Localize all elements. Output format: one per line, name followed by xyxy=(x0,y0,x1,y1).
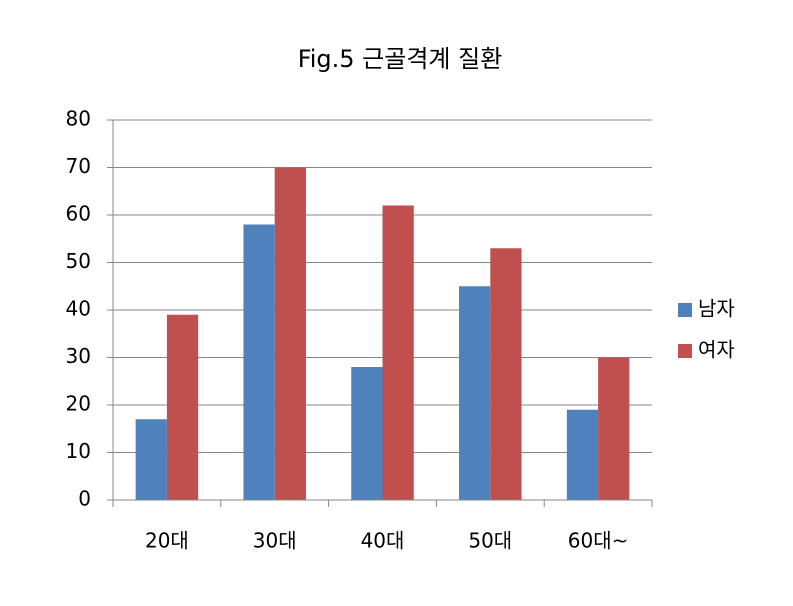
x-tick-label: 50대 xyxy=(468,529,512,553)
x-tick-label: 40대 xyxy=(361,529,405,553)
bar xyxy=(351,367,383,500)
y-tick-label: 20 xyxy=(66,392,91,416)
bar xyxy=(135,419,167,500)
bar xyxy=(243,224,275,500)
x-tick-label: 30대 xyxy=(253,529,297,553)
bar xyxy=(490,248,522,500)
y-tick-label: 70 xyxy=(66,154,91,178)
legend-label: 여자 xyxy=(698,338,735,362)
legend-swatch xyxy=(678,303,692,317)
y-tick-label: 60 xyxy=(66,202,91,226)
y-tick-label: 40 xyxy=(66,297,91,321)
y-tick-label: 80 xyxy=(66,107,91,131)
bar xyxy=(166,314,199,500)
y-tick-label: 10 xyxy=(66,439,91,463)
legend-swatch xyxy=(678,344,692,358)
bar xyxy=(598,357,630,500)
chart-title: Fig.5 근골격계 질환 xyxy=(298,45,503,73)
bar xyxy=(274,167,306,500)
legend-label: 남자 xyxy=(698,297,735,321)
y-tick-label: 0 xyxy=(78,487,91,511)
x-tick-label: 20대 xyxy=(145,529,189,553)
bar xyxy=(382,205,414,500)
bar xyxy=(566,409,599,500)
y-tick-label: 30 xyxy=(66,344,91,368)
x-tick-label: 60대~ xyxy=(568,529,629,553)
y-tick-label: 50 xyxy=(66,249,91,273)
bar xyxy=(459,286,491,500)
